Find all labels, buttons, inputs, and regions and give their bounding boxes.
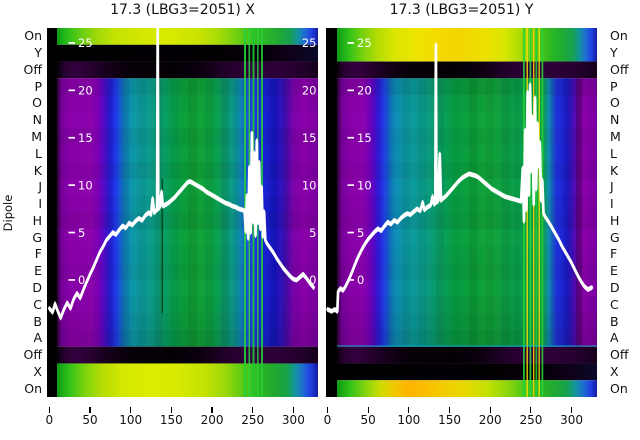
row-label-left-g-12: G xyxy=(32,229,42,245)
inner-value-tick: 25 xyxy=(78,36,93,50)
row-label-right-f-13: F xyxy=(610,246,618,262)
x-tick-label: 250 xyxy=(519,413,543,427)
row-label-left-j-9: J xyxy=(38,179,42,195)
x-tick-label: 0 xyxy=(323,413,332,427)
row-label-right-b-17: B xyxy=(610,313,619,329)
x-axis-tick xyxy=(489,407,491,413)
row-label-right-i-10: I xyxy=(610,196,614,212)
row-label-left-on-21: On xyxy=(24,380,42,396)
row-label-right-k-8: K xyxy=(610,162,619,178)
inner-value-tick-right: 0 xyxy=(309,273,316,287)
row-label-right-on-21: On xyxy=(610,380,628,396)
row-label-right-y-1: Y xyxy=(610,45,618,61)
x-tick-label: 100 xyxy=(397,413,421,427)
inner-value-tick: 20 xyxy=(78,84,93,98)
x-axis-tick xyxy=(448,407,451,413)
row-label-right-on-0: On xyxy=(610,28,628,44)
row-label-right-j-9: J xyxy=(610,179,614,195)
x-axis-tick xyxy=(252,407,254,413)
x-tick-label: 300 xyxy=(281,413,305,427)
row-label-left-c-16: C xyxy=(33,296,42,312)
inner-value-tick-right: 25 xyxy=(302,36,317,50)
x-tick-label: 150 xyxy=(438,413,461,427)
inner-value-tick-right: 10 xyxy=(302,178,317,192)
row-label-left-o-4: O xyxy=(32,95,42,111)
panel-title-y: 17.3 (LBG3=2051) Y xyxy=(389,2,534,18)
x-tick-label: 200 xyxy=(478,413,502,427)
x-tick-label: 0 xyxy=(45,413,54,427)
row-label-left-x-20: X xyxy=(33,363,42,379)
inner-value-tick: 10 xyxy=(78,178,93,192)
x-axis-tick xyxy=(211,407,213,413)
inner-value-tick: 25 xyxy=(357,36,372,50)
row-label-left-l-7: L xyxy=(35,145,42,161)
row-label-left-f-13: F xyxy=(34,246,42,262)
row-label-left-on-0: On xyxy=(24,28,42,44)
row-label-right-n-5: N xyxy=(610,112,620,128)
x-tick-label: 150 xyxy=(159,413,183,427)
x-axis-tick xyxy=(170,407,172,413)
row-label-left-d-15: D xyxy=(32,279,42,295)
x-axis-tick xyxy=(89,407,91,413)
x-tick-label: 250 xyxy=(241,413,265,427)
inner-value-tick: 10 xyxy=(357,178,372,192)
row-label-left-off-2: Off xyxy=(23,61,42,77)
row-label-left-k-8: K xyxy=(33,162,42,178)
x-tick-label: 300 xyxy=(560,413,584,427)
inner-value-tick-right: 20 xyxy=(302,84,317,98)
row-label-right-m-6: M xyxy=(610,129,621,145)
inner-value-tick: 20 xyxy=(357,84,372,98)
row-label-right-o-4: O xyxy=(610,95,620,111)
row-label-left-y-1: Y xyxy=(34,45,42,61)
x-axis-tick xyxy=(130,407,132,413)
x-tick-label: 200 xyxy=(200,413,224,427)
inner-value-tick: 15 xyxy=(357,131,372,145)
x-tick-label: 100 xyxy=(119,413,143,427)
x-axis-tick xyxy=(570,407,573,413)
row-label-left-i-10: I xyxy=(38,196,42,212)
inner-value-tick: 0 xyxy=(78,273,85,287)
x-axis-tick xyxy=(367,407,369,413)
row-label-left-n-5: N xyxy=(32,112,42,128)
row-label-right-g-12: G xyxy=(610,229,620,245)
x-axis-tick xyxy=(530,407,532,413)
row-label-right-c-16: C xyxy=(610,296,619,312)
row-label-left-b-17: B xyxy=(33,313,42,329)
inner-value-tick: 5 xyxy=(357,226,364,240)
inner-value-tick: 15 xyxy=(78,131,93,145)
heatmap-panel-x: 25 25 20 20 15 15 10 10 5 5 0 0 xyxy=(47,28,318,397)
inner-value-tick-right: 5 xyxy=(309,226,316,240)
row-label-right-h-11: H xyxy=(610,212,620,228)
row-label-left-off-19: Off xyxy=(23,347,42,363)
row-label-right-p-3: P xyxy=(610,78,618,94)
row-label-right-off-2: Off xyxy=(610,61,629,77)
row-label-left-e-14: E xyxy=(34,263,42,279)
panel-title-x: 17.3 (LBG3=2051) X xyxy=(110,2,255,18)
inner-value-tick: 0 xyxy=(357,273,364,287)
row-label-left-p-3: P xyxy=(34,78,42,94)
inner-value-tick: 5 xyxy=(78,226,85,240)
row-label-right-e-14: E xyxy=(610,263,618,279)
row-label-left-a-18: A xyxy=(33,330,42,346)
heatmap-panel-y: 25 20 15 10 5 0 xyxy=(326,28,597,397)
x-axis-tick xyxy=(48,407,50,413)
inner-value-tick-right: 15 xyxy=(302,131,317,145)
row-label-right-a-18: A xyxy=(610,330,619,346)
row-label-right-x-20: X xyxy=(610,363,619,379)
x-axis-tick xyxy=(292,407,294,413)
x-tick-label: 50 xyxy=(82,413,98,427)
row-label-right-d-15: D xyxy=(610,279,620,295)
x-tick-label: 50 xyxy=(360,413,376,427)
x-axis-tick xyxy=(408,407,410,413)
row-label-left-m-6: M xyxy=(31,129,42,145)
row-label-right-l-7: L xyxy=(610,145,617,161)
x-axis-tick xyxy=(326,407,329,413)
row-label-left-h-11: H xyxy=(32,212,42,228)
row-label-right-off-19: Off xyxy=(610,347,629,363)
